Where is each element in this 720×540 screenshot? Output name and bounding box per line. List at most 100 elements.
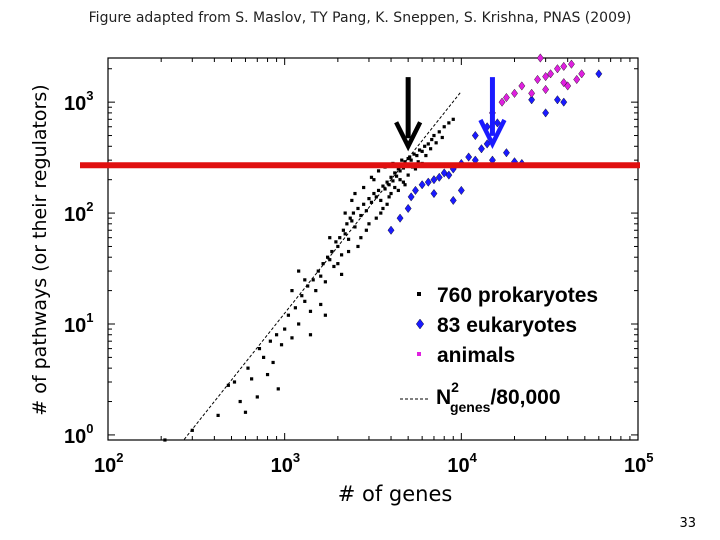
data-point-prokaryote bbox=[400, 158, 404, 162]
data-point-prokaryote bbox=[334, 240, 338, 244]
data-point-prokaryote bbox=[190, 428, 194, 432]
data-point-prokaryote bbox=[303, 278, 307, 282]
data-point-prokaryote bbox=[409, 158, 413, 162]
data-point-prokaryote bbox=[303, 299, 307, 303]
data-point-prokaryote bbox=[364, 228, 368, 232]
data-point-prokaryote bbox=[432, 133, 436, 138]
data-point-eukaryote bbox=[404, 203, 412, 214]
data-point-prokaryote bbox=[290, 289, 294, 293]
x-tick-label: 105 bbox=[624, 450, 653, 477]
data-point-eukaryote bbox=[430, 189, 438, 199]
data-point-animal bbox=[578, 69, 586, 79]
data-point-prokaryote bbox=[250, 377, 254, 381]
data-point-eukaryote bbox=[554, 95, 561, 105]
data-point-prokaryote bbox=[339, 272, 344, 276]
data-point-animal bbox=[547, 69, 554, 79]
data-point-prokaryote bbox=[367, 197, 371, 201]
data-point-prokaryote bbox=[385, 202, 389, 206]
data-point-eukaryote bbox=[435, 172, 443, 182]
data-point-animal bbox=[560, 61, 568, 71]
data-point-prokaryote bbox=[383, 187, 387, 191]
data-point-prokaryote bbox=[232, 380, 237, 384]
data-point-prokaryote bbox=[343, 211, 347, 215]
data-point-prokaryote bbox=[345, 222, 349, 226]
data-point-prokaryote bbox=[216, 413, 220, 417]
data-point-prokaryote bbox=[447, 121, 451, 125]
data-point-prokaryote bbox=[353, 191, 357, 196]
data-point-prokaryote bbox=[387, 183, 391, 187]
plot-frame bbox=[107, 57, 639, 441]
data-point-prokaryote bbox=[163, 438, 167, 442]
data-point-prokaryote bbox=[306, 284, 310, 288]
x-axis-label: # of genes bbox=[337, 482, 453, 506]
y-tick-label: 102 bbox=[64, 199, 93, 226]
arrow-head bbox=[478, 118, 507, 149]
data-point-prokaryote bbox=[420, 149, 424, 153]
data-point-prokaryote bbox=[330, 249, 334, 254]
data-point-eukaryote bbox=[493, 118, 501, 128]
y-tick-label: 103 bbox=[64, 88, 93, 115]
figure-credit: Figure adapted from S. Maslov, TY Pang, … bbox=[88, 10, 632, 26]
data-point-prokaryote bbox=[434, 141, 438, 145]
data-point-prokaryote bbox=[442, 125, 446, 129]
data-point-prokaryote bbox=[374, 216, 378, 220]
data-point-prokaryote bbox=[319, 274, 323, 278]
data-point-prokaryote bbox=[429, 147, 433, 151]
data-point-prokaryote bbox=[387, 195, 391, 199]
data-point-prokaryote bbox=[238, 399, 242, 404]
data-point-prokaryote bbox=[424, 153, 428, 158]
data-point-prokaryote bbox=[423, 144, 427, 148]
data-point-prokaryote bbox=[403, 160, 407, 164]
data-point-prokaryote bbox=[403, 183, 407, 187]
data-point-prokaryote bbox=[369, 200, 374, 204]
data-point-eukaryote bbox=[412, 185, 419, 195]
data-point-prokaryote bbox=[274, 333, 279, 337]
data-point-prokaryote bbox=[286, 313, 291, 317]
data-point-prokaryote bbox=[326, 255, 330, 259]
data-point-prokaryote bbox=[362, 185, 366, 190]
data-point-prokaryote bbox=[401, 180, 406, 184]
data-point-prokaryote bbox=[243, 410, 248, 414]
data-point-prokaryote bbox=[356, 244, 360, 249]
data-point-prokaryote bbox=[276, 387, 280, 391]
data-point-eukaryote bbox=[449, 195, 457, 205]
data-point-prokaryote bbox=[297, 322, 301, 326]
data-point-prokaryote bbox=[351, 211, 356, 215]
data-point-prokaryote bbox=[319, 302, 323, 307]
data-point-prokaryote bbox=[262, 355, 266, 359]
data-point-prokaryote bbox=[396, 188, 400, 193]
data-point-animal bbox=[554, 64, 561, 74]
data-point-animal bbox=[503, 93, 510, 103]
data-point-eukaryote bbox=[542, 108, 550, 118]
data-point-prokaryote bbox=[362, 202, 366, 206]
data-point-prokaryote bbox=[271, 360, 275, 365]
x-tick-label: 102 bbox=[94, 450, 123, 477]
data-point-prokaryote bbox=[348, 216, 352, 220]
data-point-animal bbox=[564, 81, 572, 91]
data-point-animal bbox=[534, 74, 541, 85]
data-point-prokaryote bbox=[379, 198, 383, 203]
x-tick-label: 104 bbox=[447, 450, 477, 477]
x-tick-label: 103 bbox=[271, 450, 300, 477]
data-point-animal bbox=[528, 88, 536, 98]
data-point-prokaryote bbox=[300, 294, 304, 298]
data-point-prokaryote bbox=[336, 262, 340, 266]
arrow-head bbox=[394, 121, 423, 152]
data-point-prokaryote bbox=[316, 269, 320, 273]
legend-marker bbox=[417, 292, 421, 296]
data-point-prokaryote bbox=[394, 174, 399, 178]
data-point-prokaryote bbox=[265, 372, 270, 377]
legend-label: 760 prokaryotes bbox=[437, 284, 598, 307]
data-point-eukaryote bbox=[445, 170, 453, 180]
data-point-eukaryote bbox=[595, 69, 603, 79]
data-point-prokaryote bbox=[332, 264, 336, 269]
data-point-prokaryote bbox=[376, 188, 381, 193]
data-point-prokaryote bbox=[246, 366, 250, 370]
data-point-prokaryote bbox=[398, 169, 402, 173]
data-point-prokaryote bbox=[376, 169, 381, 173]
data-point-prokaryote bbox=[437, 130, 441, 134]
data-point-prokaryote bbox=[364, 209, 368, 213]
data-point-prokaryote bbox=[451, 117, 455, 121]
data-point-prokaryote bbox=[350, 198, 354, 203]
